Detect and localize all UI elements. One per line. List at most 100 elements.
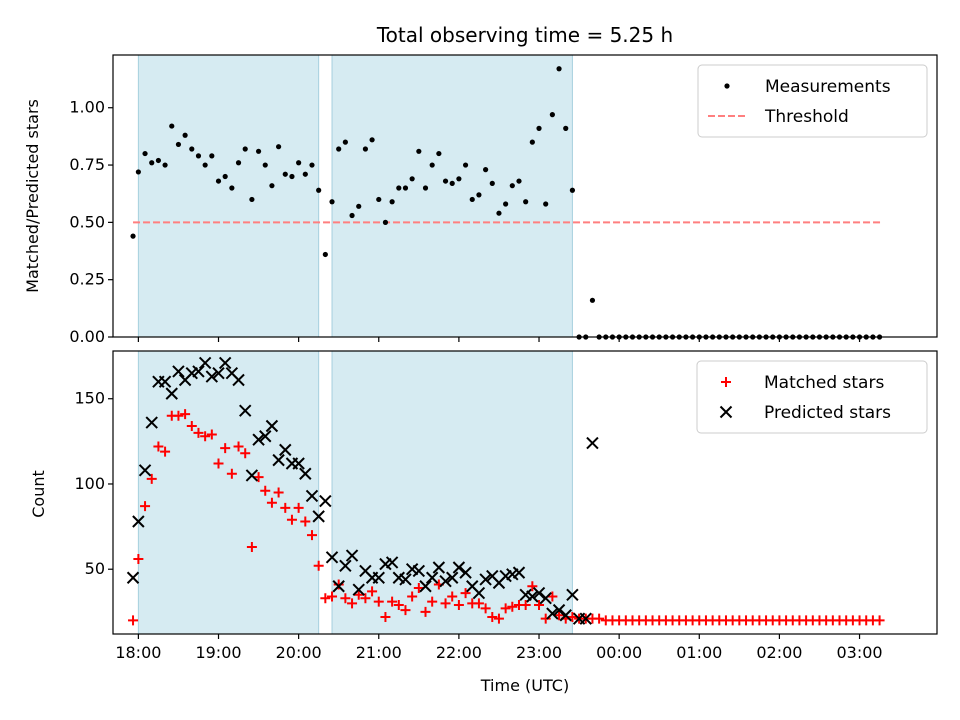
matched-stars-point <box>133 553 144 564</box>
matched-stars-point <box>253 472 264 483</box>
matched-stars-point <box>160 446 171 457</box>
matched-stars-point <box>293 502 304 513</box>
matched-stars-point <box>493 613 504 624</box>
matched-stars-point <box>453 600 464 611</box>
predicted-stars-point <box>319 494 332 508</box>
matched-stars-point <box>280 502 291 513</box>
measurement-point <box>422 185 429 191</box>
observing-interval-band <box>137 54 320 338</box>
predicted-stars-point <box>299 467 312 480</box>
y-tick-label: 0.00 <box>69 327 105 346</box>
matched-stars-point <box>373 596 384 607</box>
legend-label: Measurements <box>765 77 891 97</box>
measurement-point <box>282 171 288 177</box>
matched-stars-point <box>387 596 398 607</box>
predicted-stars-point <box>126 571 140 584</box>
matched-stars-point <box>193 427 204 438</box>
matched-stars-point <box>340 593 351 604</box>
measurement-point <box>409 176 415 182</box>
matched-stars-point <box>400 605 411 616</box>
predicted-stars-point <box>459 566 472 579</box>
measurement-point <box>436 150 442 157</box>
measurement-point <box>316 187 322 193</box>
measurement-point <box>189 146 195 152</box>
axes-frame <box>112 54 938 338</box>
matched-stars-point <box>427 596 438 607</box>
matched-stars-point <box>306 530 317 541</box>
matched-stars-point <box>460 588 471 599</box>
measurement-point <box>556 66 562 72</box>
measurement-point <box>195 153 202 159</box>
measurement-point <box>516 178 522 184</box>
legend-matched-stars-marker <box>721 377 731 387</box>
predicted-stars-point <box>566 588 579 601</box>
predicted-stars-point <box>245 469 259 482</box>
measurement-point <box>543 201 549 207</box>
matched-stars-point <box>320 593 331 604</box>
matched-stars-point <box>240 448 251 459</box>
predicted-stars-point <box>586 436 599 450</box>
predicted-stars-point <box>372 571 385 584</box>
matched-stars-point <box>480 603 491 614</box>
predicted-stars-point <box>412 564 426 578</box>
measurement-point <box>269 183 275 189</box>
measurement-point <box>349 212 355 219</box>
measurement-point <box>169 123 175 129</box>
matched-stars-point <box>520 600 531 611</box>
predicted-stars-point <box>272 453 285 467</box>
matched-stars-point <box>220 443 231 454</box>
measurement-point <box>549 112 555 118</box>
legend-label: Predicted stars <box>764 403 891 423</box>
y-tick-label: 1.00 <box>69 98 105 117</box>
matched-stars-point <box>547 591 558 602</box>
matched-stars-point <box>487 611 498 622</box>
predicted-stars-point <box>526 590 539 603</box>
matched-stars-point <box>360 593 371 604</box>
chart-title: Total observing time = 5.25 h <box>376 23 673 47</box>
predicted-stars-point <box>192 365 205 378</box>
predicted-stars-point <box>552 603 566 617</box>
measurement-point <box>496 210 502 216</box>
predicted-stars-point <box>138 464 152 477</box>
measurement-point <box>476 192 482 198</box>
matched-stars-point <box>447 591 458 602</box>
matched-stars-point <box>186 421 197 432</box>
predicted-stars-point <box>532 586 546 600</box>
measurement-point <box>329 199 335 205</box>
legend-label: Threshold <box>764 107 849 127</box>
matched-stars-point <box>534 600 545 611</box>
measurement-point <box>362 146 369 152</box>
predicted-stars-point <box>385 556 399 569</box>
matched-stars-point <box>507 601 518 612</box>
predicted-stars-point <box>305 489 319 503</box>
predicted-stars-point <box>339 559 352 573</box>
measurement-point <box>276 144 282 150</box>
matched-stars-point <box>413 582 424 593</box>
measurement-point <box>389 199 395 205</box>
measurement-point <box>456 176 462 182</box>
predicted-stars-point <box>399 573 412 586</box>
predicted-stars-point <box>579 612 592 625</box>
top-panel: 0.00 0.25 0.50 0.75 1.00 Measurements Threshol… <box>69 54 938 346</box>
predicted-stars-point <box>232 373 245 387</box>
y-tick-label: 50 <box>85 559 105 578</box>
measurement-point <box>336 146 342 152</box>
measurement-point <box>249 196 255 203</box>
legend-predicted-stars-marker <box>719 405 733 419</box>
matched-stars-point <box>153 441 164 452</box>
measurement-point <box>523 199 529 205</box>
matched-stars-point <box>173 410 184 421</box>
matched-stars-point <box>347 598 358 609</box>
bottom-panel: 50 100 150 18:00 19:00 20:00 21:00 22:00 23:00 00… <box>74 350 938 662</box>
measurement-point <box>182 132 188 138</box>
predicted-stars-point <box>145 416 158 429</box>
measurement-point <box>449 180 455 186</box>
matched-stars-point <box>473 598 484 609</box>
measurement-point <box>155 157 162 164</box>
predicted-stars-point <box>512 566 526 579</box>
predicted-stars-point <box>425 571 439 584</box>
measurement-point <box>509 183 515 189</box>
matched-stars-point <box>140 501 151 512</box>
predicted-stars-point <box>132 515 145 528</box>
